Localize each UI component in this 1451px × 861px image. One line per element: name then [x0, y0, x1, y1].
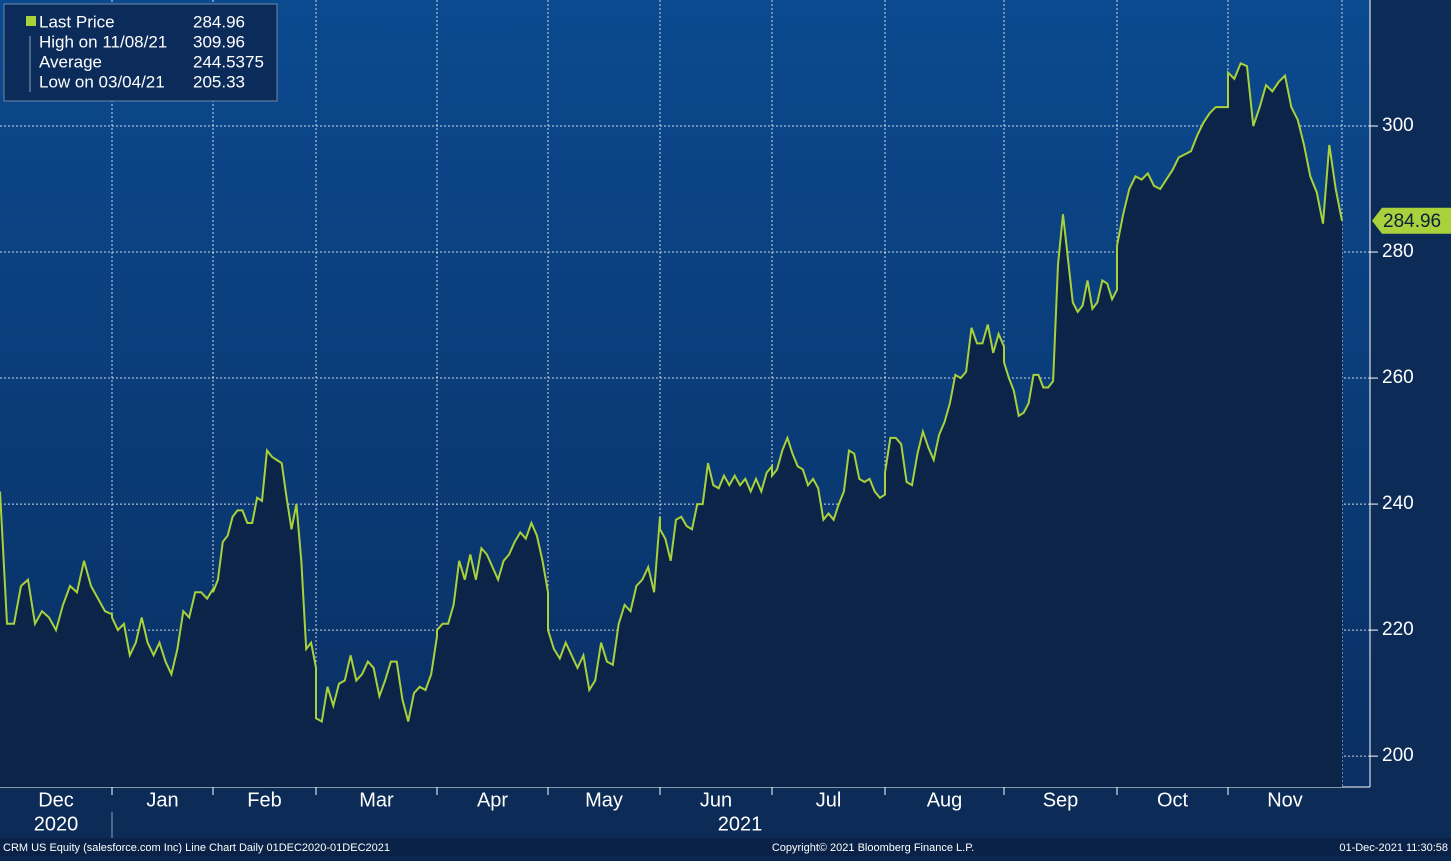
price-line — [0, 61, 1343, 724]
legend-label: Low on 03/04/21 — [39, 72, 165, 91]
x-tick-label: Jul — [816, 789, 842, 811]
x-tick-label: Oct — [1157, 789, 1189, 811]
legend-value: 205.33 — [193, 72, 245, 91]
footer-center: Copyright© 2021 Bloomberg Finance L.P. — [772, 842, 974, 854]
legend-value: 244.5375 — [193, 52, 264, 71]
x-tick-label: Aug — [927, 789, 963, 811]
last-price-label: 284.96 — [1383, 211, 1441, 232]
x-tick-label: Jun — [700, 789, 732, 811]
x-axis-background — [0, 787, 1451, 838]
y-tick-label: 260 — [1382, 367, 1414, 388]
x-tick-label: Dec — [38, 789, 74, 811]
x-tick-label: Mar — [359, 789, 394, 811]
y-tick-label: 220 — [1382, 619, 1414, 640]
x-tick-label: Nov — [1267, 789, 1303, 811]
x-tick-label: May — [585, 789, 623, 811]
y-tick-label: 240 — [1382, 493, 1414, 514]
legend-swatch — [26, 16, 36, 26]
year-label: 2021 — [718, 813, 763, 835]
y-tick-label: 200 — [1382, 745, 1414, 766]
x-tick-label: Feb — [247, 789, 281, 811]
legend-value: 284.96 — [193, 12, 245, 31]
legend-label: Last Price — [39, 12, 115, 31]
x-tick-label: Jan — [146, 789, 178, 811]
y-tick-label: 300 — [1382, 115, 1414, 136]
footer-left: CRM US Equity (salesforce.com Inc) Line … — [3, 842, 390, 854]
y-tick-label: 280 — [1382, 241, 1414, 262]
last-price-tag — [1372, 207, 1451, 234]
year-label: 2020 — [34, 813, 79, 835]
legend-box — [3, 3, 278, 102]
legend-value: 309.96 — [193, 32, 245, 51]
legend-label: Average — [39, 52, 102, 71]
axis-background — [1370, 0, 1451, 787]
footer-right: 01-Dec-2021 11:30:58 — [1339, 842, 1448, 854]
footer-background — [0, 838, 1451, 856]
x-tick-label: Apr — [477, 789, 508, 811]
area-fill — [0, 63, 1342, 788]
legend-label: High on 11/08/21 — [39, 32, 167, 51]
x-tick-label: Sep — [1043, 789, 1079, 811]
